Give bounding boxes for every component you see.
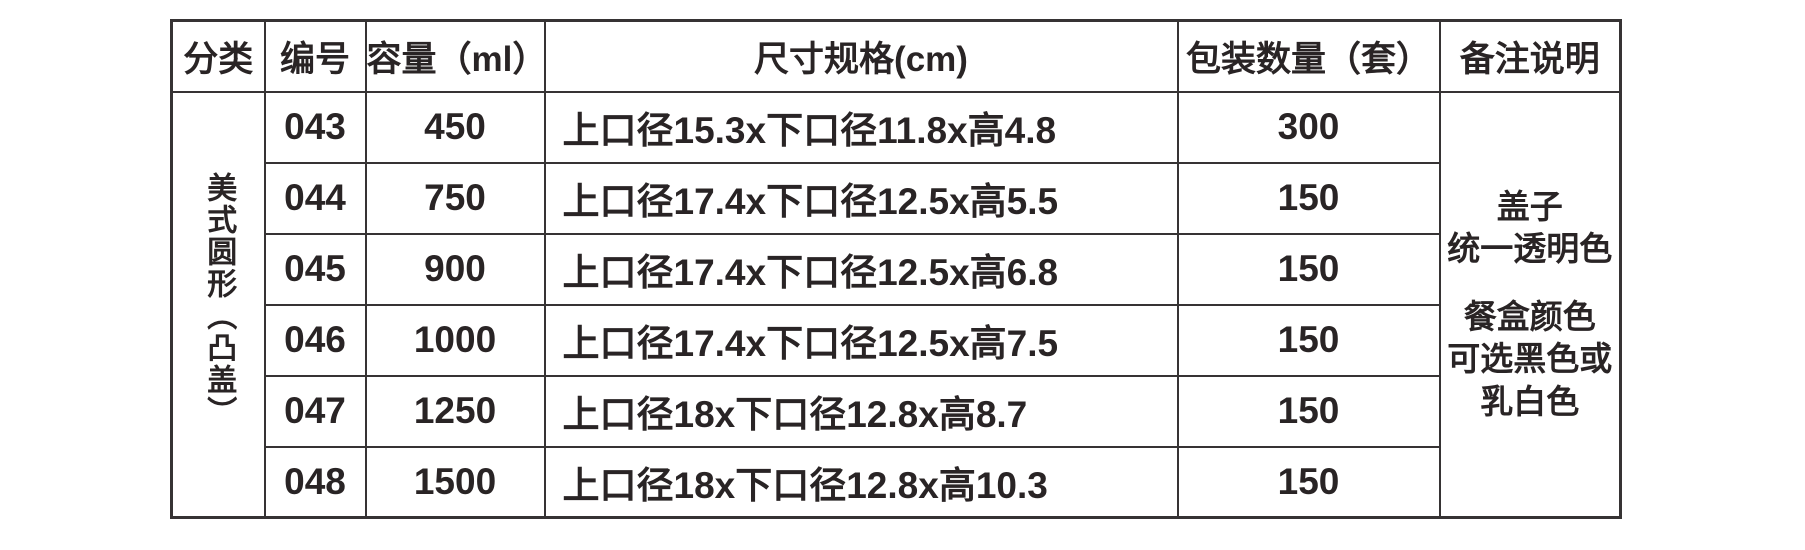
capacity-cell: 1250	[364, 374, 546, 448]
capacity-cell: 1000	[364, 303, 546, 377]
capacity-cell: 900	[364, 232, 546, 306]
spec-table-body: 美式圆形（凸盖） 043 450 上口径15.3x下口径11.8x高4.8 30…	[170, 90, 1622, 519]
code-cell: 048	[263, 445, 367, 519]
dimensions-cell: 上口径17.4x下口径12.5x高6.8	[543, 232, 1179, 306]
pack-qty-cell: 300	[1176, 90, 1441, 164]
header-row: 分类 编号 容量（ml） 尺寸规格(cm) 包装数量（套） 备注说明	[170, 19, 1622, 93]
category-cell: 美式圆形（凸盖）	[170, 90, 266, 519]
header-category: 分类	[170, 19, 266, 93]
dimensions-cell: 上口径17.4x下口径12.5x高5.5	[543, 161, 1179, 235]
dimensions-cell: 上口径15.3x下口径11.8x高4.8	[543, 90, 1179, 164]
pack-qty-cell: 150	[1176, 374, 1441, 448]
capacity-cell: 750	[364, 161, 546, 235]
dimensions-cell: 上口径18x下口径12.8x高10.3	[543, 445, 1179, 519]
capacity-cell: 450	[364, 90, 546, 164]
remarks-line: 可选黑色或	[1447, 340, 1613, 378]
table-row: 044 750 上口径17.4x下口径12.5x高5.5 150	[172, 161, 1621, 235]
code-cell: 046	[263, 303, 367, 377]
header-remarks: 备注说明	[1438, 19, 1622, 93]
code-cell: 043	[263, 90, 367, 164]
pack-qty-cell: 150	[1176, 232, 1441, 306]
table-row: 047 1250 上口径18x下口径12.8x高8.7 150	[172, 374, 1621, 448]
spec-table: 分类 编号 容量（ml） 尺寸规格(cm) 包装数量（套） 备注说明 美式圆形（…	[170, 19, 1622, 519]
remarks-cell: 盖子 统一透明色 餐盒颜色 可选黑色或 乳白色	[1438, 90, 1622, 519]
header-code: 编号	[263, 19, 367, 93]
table-row: 046 1000 上口径17.4x下口径12.5x高7.5 150	[172, 303, 1621, 377]
pack-qty-cell: 150	[1176, 161, 1441, 235]
header-pack-qty: 包装数量（套）	[1176, 19, 1441, 93]
capacity-cell: 1500	[364, 445, 546, 519]
pack-qty-cell: 150	[1176, 445, 1441, 519]
remarks-line: 盖子	[1496, 187, 1563, 225]
code-cell: 045	[263, 232, 367, 306]
header-capacity: 容量（ml）	[364, 19, 546, 93]
remarks-line: 餐盒颜色	[1463, 298, 1596, 336]
remarks-line: 乳白色	[1480, 382, 1580, 420]
code-cell: 044	[263, 161, 367, 235]
code-cell: 047	[263, 374, 367, 448]
remarks-gap	[1442, 270, 1619, 296]
category-vertical-label: 美式圆形（凸盖）	[202, 171, 236, 428]
pack-qty-cell: 150	[1176, 303, 1441, 377]
table-row: 048 1500 上口径18x下口径12.8x高10.3 150	[172, 445, 1621, 519]
dimensions-cell: 上口径17.4x下口径12.5x高7.5	[543, 303, 1179, 377]
table-row: 美式圆形（凸盖） 043 450 上口径15.3x下口径11.8x高4.8 30…	[170, 90, 1622, 519]
spec-table-header: 分类 编号 容量（ml） 尺寸规格(cm) 包装数量（套） 备注说明	[170, 19, 1622, 93]
dimensions-cell: 上口径18x下口径12.8x高8.7	[543, 374, 1179, 448]
remarks-line: 统一透明色	[1447, 229, 1613, 267]
header-dimensions: 尺寸规格(cm)	[543, 19, 1179, 93]
table-row: 045 900 上口径17.4x下口径12.5x高6.8 150	[172, 232, 1621, 306]
